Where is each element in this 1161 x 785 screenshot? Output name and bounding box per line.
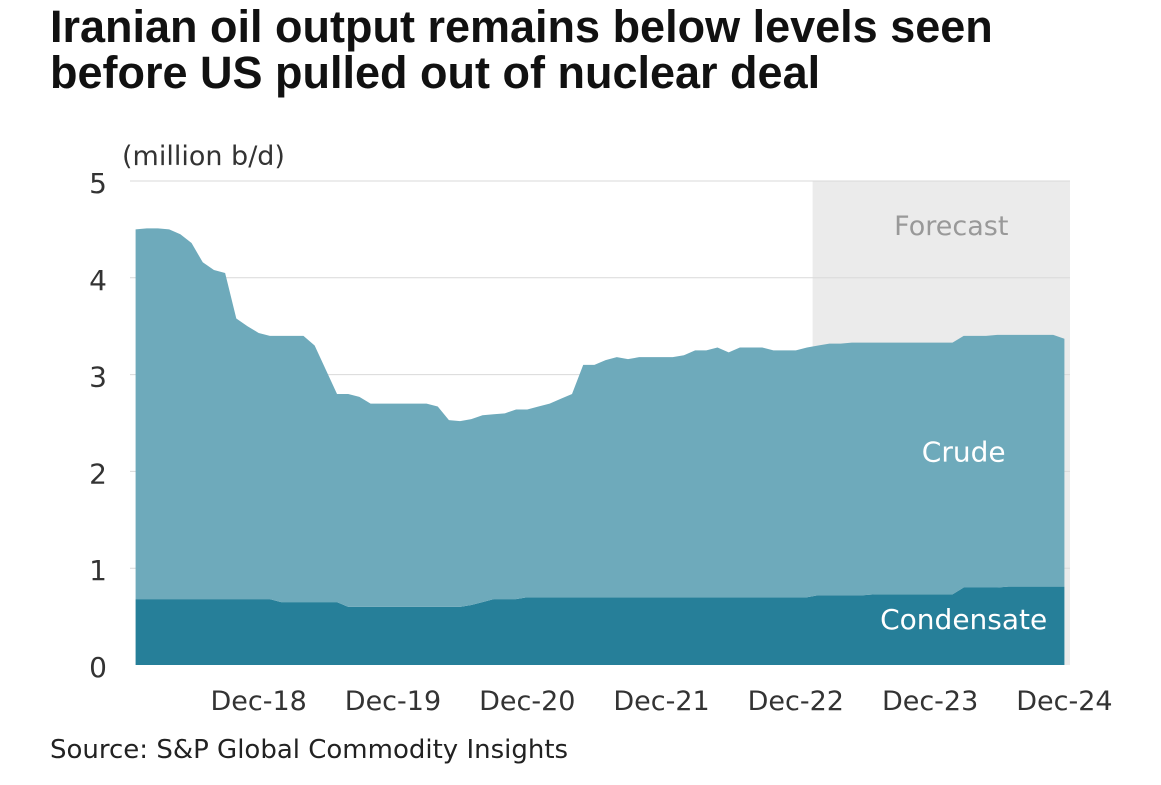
y-tick-label: 3 xyxy=(89,361,107,394)
y-tick-label: 1 xyxy=(89,554,107,587)
series-area-crude xyxy=(135,228,1065,607)
x-tick-label: Dec-23 xyxy=(882,686,978,717)
series-labels: Crude Condensate xyxy=(880,436,1047,636)
x-axis: Dec-18 Dec-19 Dec-20 Dec-21 Dec-22 Dec-23 Dec-… xyxy=(211,686,1113,717)
x-tick-label: Dec-20 xyxy=(479,686,575,717)
x-tick-label: Dec-24 xyxy=(1016,686,1112,717)
series-label-condensate: Condensate xyxy=(880,603,1047,636)
series-area-condensate xyxy=(135,586,1065,665)
x-tick-label: Dec-22 xyxy=(748,686,844,717)
series-label-crude: Crude xyxy=(922,436,1006,469)
x-tick-label: Dec-19 xyxy=(345,686,441,717)
chart-title: Iranian oil output remains below levels … xyxy=(50,1,993,98)
source-note: Source: S&P Global Commodity Insights xyxy=(50,735,569,765)
series-areas xyxy=(135,228,1065,665)
x-tick-label: Dec-18 xyxy=(211,686,307,717)
y-tick-label: 4 xyxy=(89,264,107,297)
y-tick-label: 0 xyxy=(89,651,107,684)
y-tick-label: 5 xyxy=(89,167,107,200)
y-axis: 0 1 2 3 4 5 xyxy=(89,167,107,684)
forecast-label: Forecast xyxy=(894,211,1008,242)
x-tick-label: Dec-21 xyxy=(613,686,709,717)
y-axis-label: (million b/d) xyxy=(122,141,285,172)
y-tick-label: 2 xyxy=(89,457,107,490)
